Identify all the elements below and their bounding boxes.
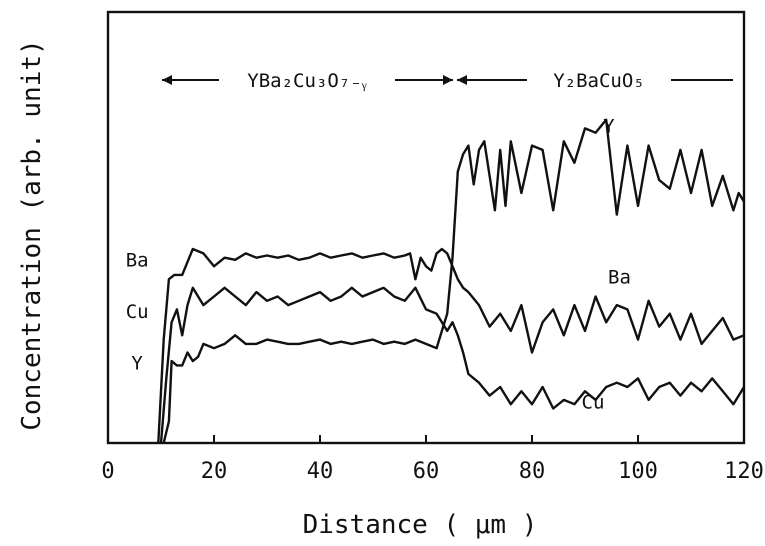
series-label-y: Y xyxy=(131,353,143,375)
region-label: Y₂BaCuO₅ xyxy=(553,70,645,92)
plot-border xyxy=(106,10,746,445)
series-line-cu xyxy=(159,286,746,444)
x-tick-label: 100 xyxy=(618,459,658,484)
series-line-y xyxy=(162,118,746,444)
series-label-ba: Ba xyxy=(126,249,149,271)
x-tick-label: 80 xyxy=(519,459,546,484)
series-labels: Ba Cu Y Ba Cu Y xyxy=(126,116,631,414)
series-label-cu: Cu xyxy=(582,392,605,414)
series-label-y: Y xyxy=(603,116,615,138)
region-arrowhead xyxy=(457,75,467,85)
x-tick-label: 40 xyxy=(307,459,334,484)
region-arrowhead xyxy=(443,75,453,85)
phase-region-annotations: YBa₂Cu₃O₇₋ᵧ Y₂BaCuO₅ xyxy=(162,70,733,92)
data-series xyxy=(157,118,746,444)
x-tick-label: 0 xyxy=(101,459,114,484)
x-tick-label: 120 xyxy=(724,459,764,484)
x-tick-label: 60 xyxy=(413,459,440,484)
y-axis-label: Concentration (arb. unit) xyxy=(17,39,47,430)
x-tick-label: 20 xyxy=(201,459,228,484)
x-axis-label: Distance ( μm ) xyxy=(303,510,538,540)
series-label-ba: Ba xyxy=(608,267,631,289)
region-label: YBa₂Cu₃O₇₋ᵧ xyxy=(247,70,366,92)
series-label-cu: Cu xyxy=(126,301,149,323)
x-axis-ticks: 0 20 40 60 80 100 120 xyxy=(101,435,764,484)
plot-frame xyxy=(106,10,746,445)
series-line-ba xyxy=(157,247,745,444)
region-arrowhead xyxy=(162,75,172,85)
